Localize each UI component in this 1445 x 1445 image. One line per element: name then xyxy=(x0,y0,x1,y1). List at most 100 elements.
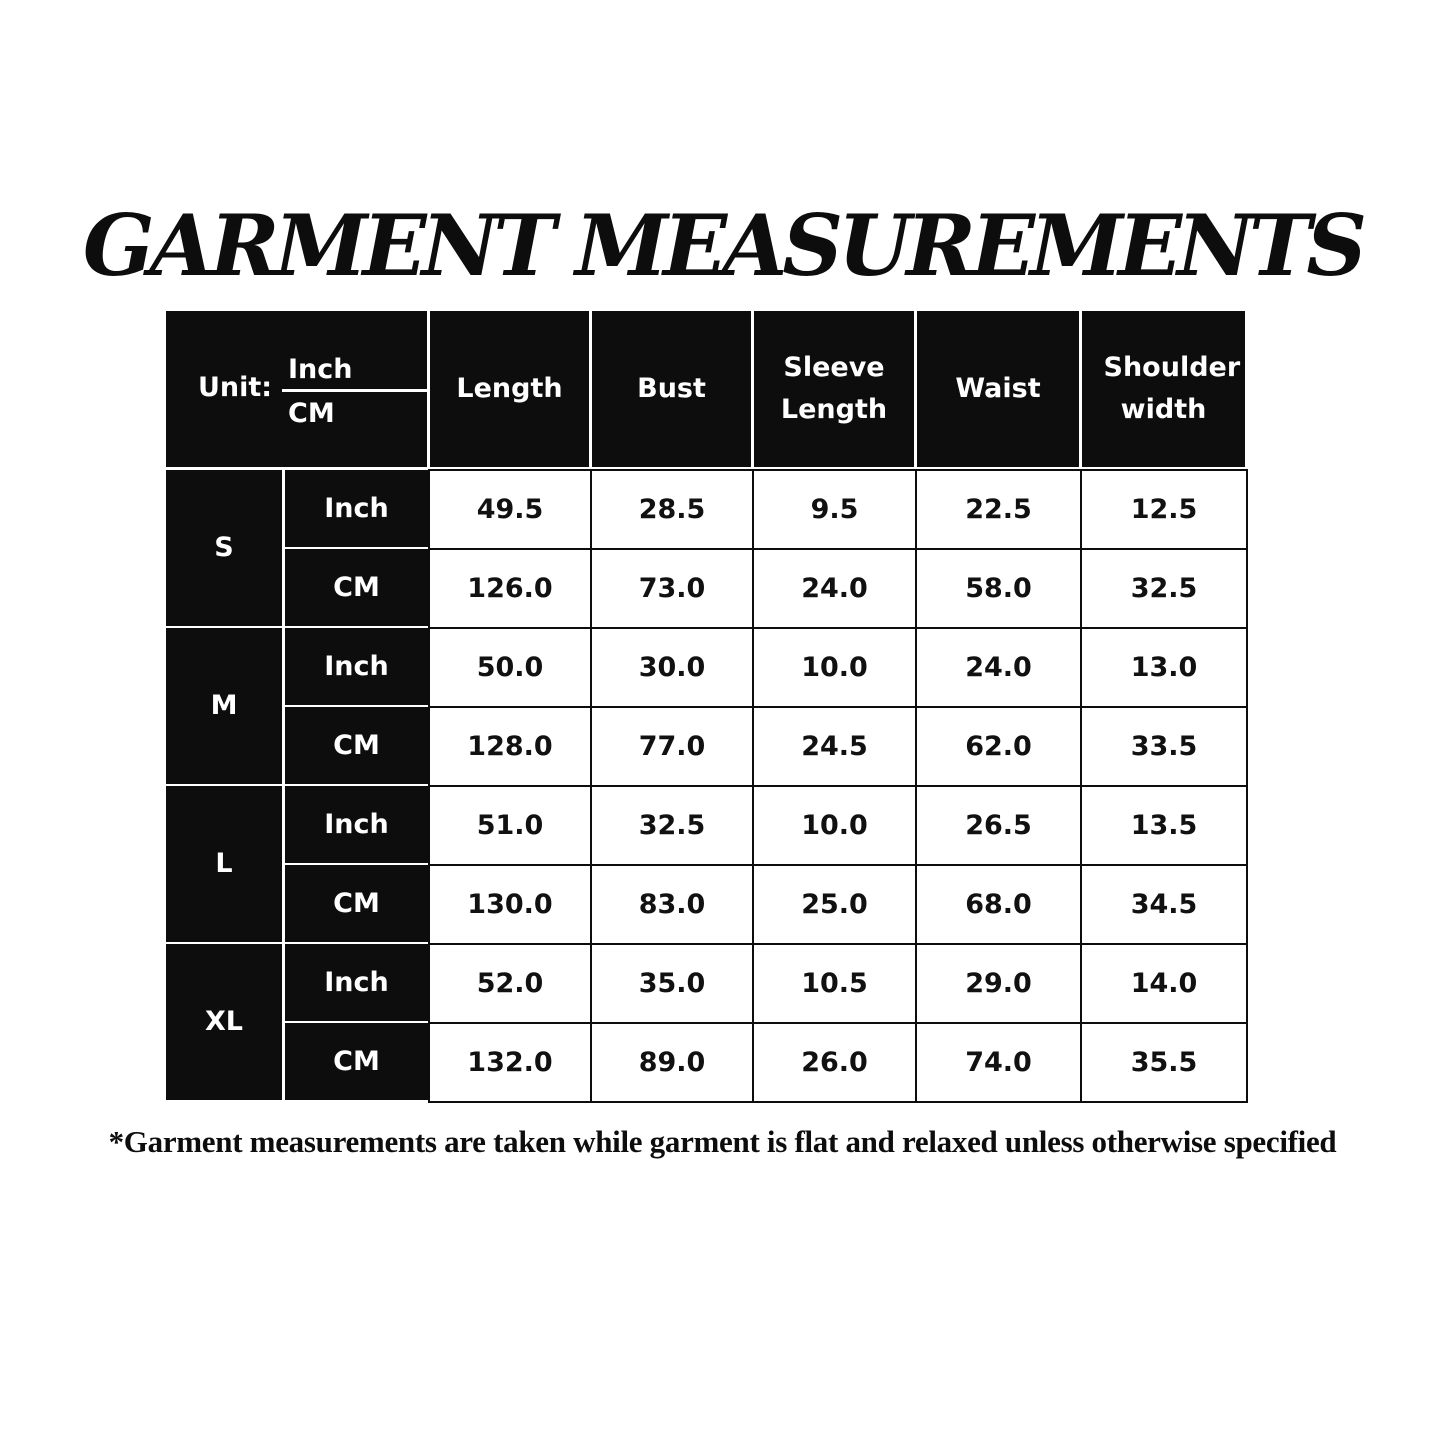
table-cell-text: 9.5 xyxy=(810,494,859,525)
table-cell-text: 89.0 xyxy=(638,1047,706,1078)
table-cell: 83.0 xyxy=(590,864,754,945)
table-cell: 77.0 xyxy=(590,706,754,787)
table-cell-text: 24.0 xyxy=(801,573,868,604)
table-cell-text: 35.5 xyxy=(1130,1047,1198,1078)
table-cell-text: 24.5 xyxy=(801,731,868,762)
table-cell: 32.5 xyxy=(1080,548,1248,629)
table-cell: 10.5 xyxy=(752,943,917,1024)
table-cell-text: 32.5 xyxy=(1130,573,1198,604)
table-cell: 35.5 xyxy=(1080,1022,1248,1103)
table-cell-text: 12.5 xyxy=(1130,494,1198,525)
table-cell: 9.5 xyxy=(752,469,917,550)
table-cell-text: 34.5 xyxy=(1130,889,1198,920)
size-label-xl-text: XL xyxy=(204,1006,244,1037)
unit-label-cell: CM xyxy=(285,549,428,626)
table-cell-text: 13.0 xyxy=(1130,652,1198,683)
table-cell: 33.5 xyxy=(1080,706,1248,787)
table-cell-text: 58.0 xyxy=(965,573,1032,604)
column-header-sleeve-length: Sleeve Length xyxy=(754,311,914,467)
size-label-l: L xyxy=(166,786,282,942)
table-cell: 132.0 xyxy=(428,1022,592,1103)
table-cell: 24.5 xyxy=(752,706,917,787)
table-cell-text: 68.0 xyxy=(965,889,1032,920)
table-cell: 34.5 xyxy=(1080,864,1248,945)
table-cell: 68.0 xyxy=(915,864,1082,945)
unit-label-cell-text: CM xyxy=(333,571,380,603)
table-cell-text: 73.0 xyxy=(638,573,706,604)
table-cell-text: 25.0 xyxy=(801,889,868,920)
column-header-waist-text: Waist xyxy=(955,373,1041,404)
unit-label-cell-text: CM xyxy=(333,1045,380,1077)
table-cell-text: 52.0 xyxy=(476,968,544,999)
unit-label-cell: Inch xyxy=(285,786,428,863)
unit-label-cell: CM xyxy=(285,707,428,784)
size-label-s-text: S xyxy=(214,532,234,563)
table-cell: 12.5 xyxy=(1080,469,1248,550)
footnote: *Garment measurements are taken while ga… xyxy=(108,1124,1337,1159)
table-cell-text: 132.0 xyxy=(467,1047,553,1078)
unit-label-cell: CM xyxy=(285,1023,428,1100)
table-cell: 13.0 xyxy=(1080,627,1248,708)
unit-divider xyxy=(282,389,427,392)
table-cell-text: 26.5 xyxy=(965,810,1032,841)
table-cell: 51.0 xyxy=(428,785,592,866)
table-cell-text: 74.0 xyxy=(965,1047,1032,1078)
table-cell-text: 10.0 xyxy=(801,810,868,841)
table-cell-text: 130.0 xyxy=(467,889,553,920)
table-cell: 14.0 xyxy=(1080,943,1248,1024)
table-cell: 89.0 xyxy=(590,1022,754,1103)
table-cell: 13.5 xyxy=(1080,785,1248,866)
page-title: GARMENT MEASUREMENTS xyxy=(82,196,1367,295)
table-cell: 25.0 xyxy=(752,864,917,945)
column-header-bust: Bust xyxy=(592,311,751,467)
table-cell: 50.0 xyxy=(428,627,592,708)
unit-label-cell-text: Inch xyxy=(324,808,389,840)
unit-label-cell-text: Inch xyxy=(324,492,389,524)
unit-cm-label: CM xyxy=(288,398,335,429)
table-cell: 35.0 xyxy=(590,943,754,1024)
table-cell-text: 62.0 xyxy=(965,731,1032,762)
table-cell: 10.0 xyxy=(752,627,917,708)
table-cell: 49.5 xyxy=(428,469,592,550)
table-cell-text: 50.0 xyxy=(476,652,544,683)
table-cell-text: 126.0 xyxy=(467,573,553,604)
table-cell-text: 22.5 xyxy=(965,494,1032,525)
table-cell-text: 35.0 xyxy=(638,968,706,999)
unit-label-cell-text: CM xyxy=(333,887,380,919)
table-cell-text: 51.0 xyxy=(476,810,544,841)
size-label-m: M xyxy=(166,628,282,784)
unit-label-cell: Inch xyxy=(285,944,428,1021)
table-cell-text: 10.0 xyxy=(801,652,868,683)
table-cell: 30.0 xyxy=(590,627,754,708)
table-cell: 128.0 xyxy=(428,706,592,787)
table-cell: 62.0 xyxy=(915,706,1082,787)
table-cell: 26.0 xyxy=(752,1022,917,1103)
table-cell-text: 83.0 xyxy=(638,889,706,920)
table-cell: 73.0 xyxy=(590,548,754,629)
table-cell-text: 10.5 xyxy=(801,968,868,999)
table-cell-text: 29.0 xyxy=(965,968,1032,999)
table-cell-text: 24.0 xyxy=(965,652,1032,683)
table-cell-text: 49.5 xyxy=(476,494,544,525)
table-cell-text: 14.0 xyxy=(1130,968,1198,999)
table-cell-text: 28.5 xyxy=(638,494,706,525)
unit-header-cell: Unit: Inch CM xyxy=(166,311,427,467)
unit-inch-label: Inch xyxy=(288,354,353,385)
table-cell-text: 26.0 xyxy=(801,1047,868,1078)
unit-label-cell-text: Inch xyxy=(324,966,389,998)
table-cell: 28.5 xyxy=(590,469,754,550)
table-cell: 22.5 xyxy=(915,469,1082,550)
table-cell-text: 32.5 xyxy=(638,810,706,841)
table-cell-text: 128.0 xyxy=(467,731,553,762)
unit-label-cell: Inch xyxy=(285,628,428,705)
unit-label-cell: CM xyxy=(285,865,428,942)
table-cell: 24.0 xyxy=(752,548,917,629)
unit-label: Unit: xyxy=(198,372,273,403)
column-header-length: Length xyxy=(430,311,589,467)
column-header-bust-text: Bust xyxy=(637,373,706,404)
table-cell-text: 33.5 xyxy=(1130,731,1198,762)
table-cell: 10.0 xyxy=(752,785,917,866)
unit-label-cell-text: CM xyxy=(333,729,380,761)
size-label-m-text: M xyxy=(210,690,238,721)
table-cell: 130.0 xyxy=(428,864,592,945)
